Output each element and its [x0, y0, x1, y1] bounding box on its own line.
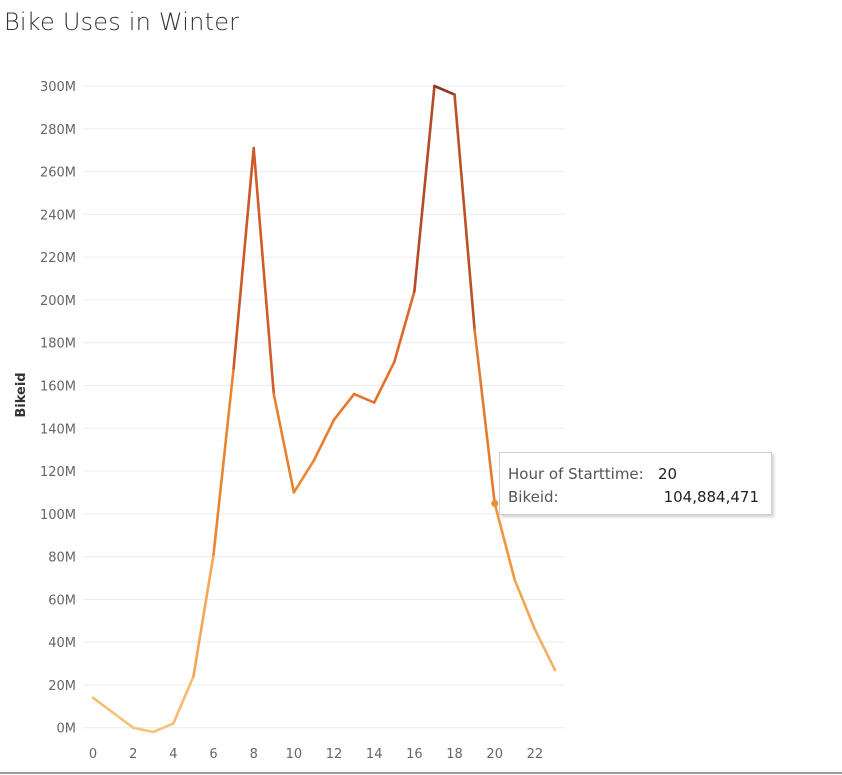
line-segment[interactable]	[372, 360, 396, 404]
data-point[interactable]	[291, 489, 297, 495]
data-point[interactable]	[251, 145, 257, 151]
y-axis: 0M 20M 40M 60M 80M 100M 120M 140M 160M 180M 200M 22…	[40, 80, 76, 737]
tooltip-row-hour: Hour of Starttime: 20	[508, 463, 771, 486]
line-segment[interactable]	[453, 93, 476, 332]
x-tick-label: 16	[406, 747, 423, 762]
gridlines	[83, 85, 565, 729]
x-tick-label: 6	[209, 747, 217, 762]
tooltip-row-bikeid: Bikeid: 104,884,471	[508, 486, 771, 509]
line-segment[interactable]	[272, 392, 296, 494]
y-tick-label: 0M	[57, 722, 77, 737]
line-segment[interactable]	[192, 553, 215, 678]
data-points[interactable]	[90, 83, 558, 735]
data-point[interactable]	[431, 83, 437, 89]
x-tick-label: 8	[250, 747, 258, 762]
data-point[interactable]	[512, 577, 518, 583]
data-point[interactable]	[211, 551, 217, 557]
line-segment[interactable]	[212, 367, 235, 556]
y-tick-label: 60M	[48, 593, 76, 608]
tooltip-bikeid-label: Bikeid:	[508, 488, 559, 506]
y-tick-label: 100M	[40, 508, 76, 523]
y-tick-label: 200M	[40, 294, 76, 309]
x-tick-label: 2	[129, 747, 137, 762]
line-segment[interactable]	[433, 84, 456, 96]
line-segment[interactable]	[232, 146, 256, 370]
bottom-border	[0, 772, 842, 774]
line-segment[interactable]	[292, 459, 316, 494]
x-tick-label: 12	[326, 747, 343, 762]
data-point[interactable]	[472, 327, 478, 333]
y-tick-label: 220M	[40, 251, 76, 266]
line-segment[interactable]	[413, 84, 436, 293]
data-point[interactable]	[532, 626, 538, 632]
tooltip: Hour of Starttime: 20 Bikeid: 104,884,47…	[499, 452, 772, 515]
line-segment[interactable]	[493, 502, 517, 582]
line-segment[interactable]	[392, 290, 416, 364]
y-tick-label: 140M	[40, 422, 76, 437]
line-segment[interactable]	[533, 628, 557, 672]
x-tick-label: 10	[286, 747, 303, 762]
line-segment[interactable]	[172, 675, 195, 725]
x-tick-label: 4	[169, 747, 177, 762]
line-segment[interactable]	[111, 711, 135, 730]
tooltip-hour-value: 20	[658, 465, 678, 483]
y-tick-label: 260M	[40, 166, 76, 181]
x-tick-label: 14	[366, 747, 383, 762]
line-segment[interactable]	[312, 418, 336, 462]
line-segment[interactable]	[252, 146, 276, 396]
line-segment[interactable]	[513, 578, 537, 631]
line-segment[interactable]	[91, 696, 115, 715]
data-point[interactable]	[90, 695, 96, 701]
x-tick-label: 20	[486, 747, 503, 762]
data-point[interactable]	[391, 359, 397, 365]
x-tick-label: 18	[446, 747, 463, 762]
y-tick-label: 280M	[40, 123, 76, 138]
y-axis-title: Bikeid	[14, 372, 29, 417]
data-point[interactable]	[411, 288, 417, 294]
data-point[interactable]	[311, 457, 317, 463]
y-tick-label: 160M	[40, 379, 76, 394]
data-point[interactable]	[231, 365, 237, 371]
x-tick-label: 22	[527, 747, 544, 762]
data-point[interactable]	[331, 417, 337, 423]
y-tick-label: 40M	[48, 636, 76, 651]
y-tick-label: 240M	[40, 208, 76, 223]
y-tick-label: 120M	[40, 465, 76, 480]
line-segment[interactable]	[473, 328, 497, 505]
y-tick-label: 20M	[48, 679, 76, 694]
line-segment[interactable]	[352, 392, 376, 404]
series-line[interactable]	[91, 84, 557, 734]
data-point[interactable]	[130, 725, 136, 731]
data-point[interactable]	[110, 710, 116, 716]
data-point[interactable]	[452, 92, 458, 98]
data-point[interactable]	[170, 720, 176, 726]
tooltip-bikeid-value: 104,884,471	[663, 488, 759, 506]
x-axis: 0 2 4 6 8 10 12 14 16 18 20 22	[89, 747, 543, 762]
y-tick-label: 300M	[40, 80, 76, 95]
chart-title: Bike Uses in Winter	[4, 8, 240, 36]
line-segment[interactable]	[151, 722, 175, 734]
data-point[interactable]	[371, 400, 377, 406]
y-tick-label: 180M	[40, 337, 76, 352]
data-point[interactable]	[271, 391, 277, 397]
data-point[interactable]	[190, 673, 196, 679]
line-segment[interactable]	[332, 392, 356, 421]
x-tick-label: 0	[89, 747, 97, 762]
tooltip-hour-label: Hour of Starttime:	[508, 465, 644, 483]
highlighted-data-point[interactable]	[491, 499, 499, 507]
data-point[interactable]	[150, 729, 156, 735]
data-point[interactable]	[552, 667, 558, 673]
line-segment[interactable]	[131, 726, 155, 734]
data-point[interactable]	[351, 391, 357, 397]
y-tick-label: 80M	[48, 551, 76, 566]
